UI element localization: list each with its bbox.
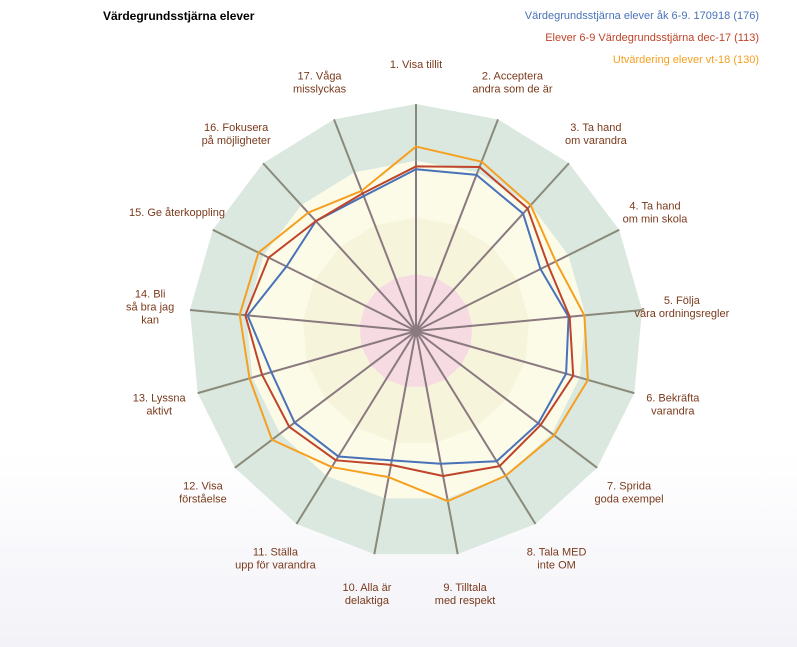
legend-item-series-1[interactable]: Värdegrundsstjärna elever åk 6-9. 170918… [524,10,759,22]
chart-title: Värdegrundsstjärna elever [103,9,255,23]
axis-spoke-outer-3 [529,162,570,206]
axis-spoke-inner-14 [246,314,417,332]
axis-label-8: 8. Tala MED inte OM [527,547,587,572]
axis-spoke-inner-2 [415,171,479,332]
axis-spoke-inner-7 [415,330,553,435]
axis-spoke-outer-15 [212,228,265,257]
axis-spoke-inner-16 [300,204,417,332]
axis-spoke-outer-7 [551,432,598,469]
axis-label-1: 1. Visa tillit [390,59,442,71]
axis-label-5: 5. Följa våra ordningsregler [634,295,729,320]
axis-spoke-inner-8 [415,330,507,477]
axis-spoke-inner-15 [263,254,417,332]
axis-spoke-outer-13 [197,376,253,395]
series-line-1 [246,168,570,465]
axis-spoke-inner-17 [353,171,417,332]
axis-spoke-outer-4 [567,228,620,257]
axis-spoke-outer-16 [262,162,303,206]
axis-spoke-outer-8 [504,475,537,525]
axis-spoke-inner-11 [325,330,417,477]
axis-spoke-outer-5 [585,309,643,317]
axis-label-7: 7. Sprida goda exempel [595,480,664,505]
axis-spoke-outer-17 [333,118,356,173]
axis-spoke-inner-13 [251,330,417,379]
axis-spoke-inner-4 [415,254,569,332]
axis-label-16: 16. Fokusera på möjligheter [202,122,271,147]
axis-label-17: 17. Våga misslyckas [293,71,347,96]
axis-label-4: 4. Ta hand om min skola [623,200,689,225]
axis-spoke-inner-12 [279,330,417,435]
axis-spoke-outer-2 [476,118,499,173]
series-line-3 [238,145,589,503]
axis-label-15: 15. Ge återkoppling [129,207,225,219]
legend-item-series-2[interactable]: Elever 6-9 Värdegrundsstjärna dec-17 (11… [545,32,759,44]
axis-label-9: 9. Tilltala med respekt [435,582,496,607]
legend-item-series-3[interactable]: Utvärdering elever vt-18 (130) [612,54,759,66]
axis-label-6: 6. Bekräfta varandra [646,393,700,418]
axis-label-14: 14. Bli så bra jag kan [126,288,174,326]
axis-label-2: 2. Acceptera andra som de är [472,71,552,96]
axis-spoke-outer-11 [295,475,328,525]
axis-spoke-inner-3 [415,204,532,332]
axis-spoke-outer-9 [446,498,459,555]
axis-label-13: 13. Lyssna aktivt [133,393,187,418]
series-line-2 [244,165,575,478]
axis-spoke-inner-9 [415,330,449,499]
axis-spoke-outer-10 [373,498,386,555]
axis-spoke-inner-10 [383,330,417,499]
axis-label-10: 10. Alla är delaktiga [342,582,391,607]
axis-spoke-inner-5 [415,314,586,332]
axis-label-11: 11. Ställa upp för varandra [235,547,317,572]
legend: Värdegrundsstjärna elever åk 6-9. 170918… [525,9,759,75]
axis-label-3: 3. Ta hand om varandra [565,122,628,147]
axis-spoke-outer-14 [189,309,247,317]
axis-label-12: 12. Visa förståelse [179,480,227,505]
axis-spoke-inner-6 [415,330,581,379]
